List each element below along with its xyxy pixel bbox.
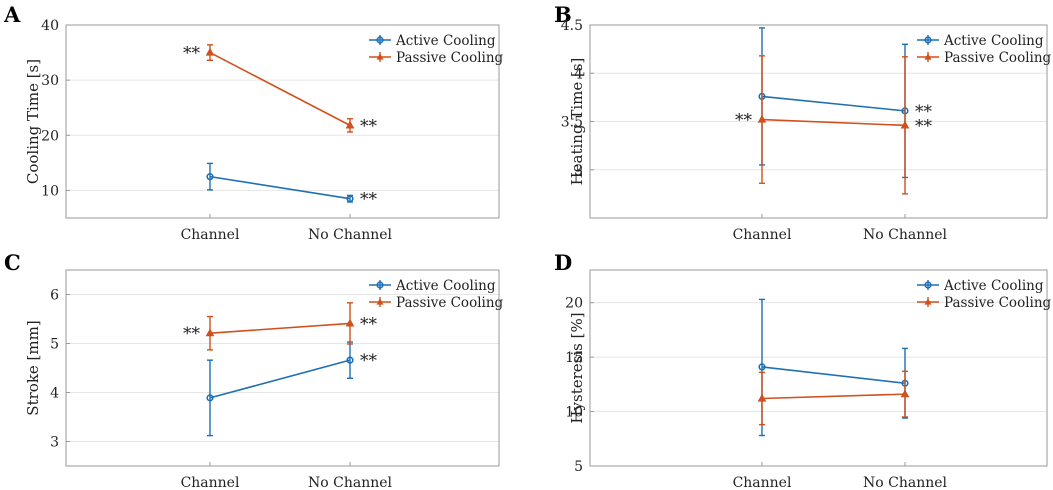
panel-label: A xyxy=(3,2,21,27)
legend-marker xyxy=(924,53,932,60)
y-axis-label: Cooling Time [s] xyxy=(24,59,42,184)
legend-label: Passive Cooling xyxy=(396,295,504,311)
y-tick-label: 30 xyxy=(41,73,59,89)
series-active-cooling: ** xyxy=(758,27,933,179)
x-tick-label: No Channel xyxy=(308,227,393,243)
y-tick-label: 4 xyxy=(50,386,59,402)
x-tick-label: Channel xyxy=(733,227,792,243)
legend-marker xyxy=(376,36,384,44)
legend-marker xyxy=(924,36,932,44)
legend-label: Passive Cooling xyxy=(944,295,1052,311)
x-tick-label: No Channel xyxy=(308,475,393,490)
data-point xyxy=(900,120,910,129)
plot-frame xyxy=(589,24,1048,219)
chart-panel-a: A 10 20 30 40 Channel No Channel Cooling Time [… xyxy=(3,2,504,243)
legend-label: Active Cooling xyxy=(395,278,496,294)
data-point xyxy=(758,363,766,371)
plot-frame xyxy=(65,269,500,467)
data-point xyxy=(346,356,354,364)
legend-label: Active Cooling xyxy=(395,33,496,49)
series-line xyxy=(761,366,906,385)
series-line xyxy=(209,322,351,335)
series-active-cooling xyxy=(758,298,909,437)
significance-label: ** xyxy=(915,102,933,122)
series-line xyxy=(209,175,351,200)
panel-label: C xyxy=(4,250,21,275)
significance-label: ** xyxy=(183,44,201,64)
legend-marker xyxy=(376,298,384,305)
x-tick-label: No Channel xyxy=(863,227,948,243)
plot-frame xyxy=(65,24,500,219)
data-point xyxy=(346,195,354,203)
y-tick-label: 15 xyxy=(565,350,583,366)
data-point xyxy=(757,114,767,123)
plot-frame xyxy=(589,269,1048,467)
series-line xyxy=(209,359,351,399)
x-tick-label: No Channel xyxy=(863,475,948,490)
panel-label: D xyxy=(554,250,572,275)
x-tick-label: Channel xyxy=(181,475,240,490)
significance-label: ** xyxy=(360,351,378,371)
y-tick-label: 20 xyxy=(565,296,583,312)
series-passive-cooling: ** ** xyxy=(183,302,378,351)
y-tick-label: 5 xyxy=(574,459,583,475)
data-point xyxy=(206,394,214,402)
legend-marker xyxy=(376,281,384,289)
data-point xyxy=(205,47,215,56)
legend-marker xyxy=(924,281,932,289)
series-active-cooling: ** xyxy=(206,162,378,210)
series-passive-cooling xyxy=(757,370,910,426)
legend-marker xyxy=(924,298,932,305)
significance-label: ** xyxy=(915,116,933,136)
y-tick-label: 3 xyxy=(50,435,59,451)
significance-label: ** xyxy=(360,314,378,334)
y-axis-label: Heating Time [s] xyxy=(568,58,586,186)
data-point xyxy=(900,389,910,398)
y-tick-label: 40 xyxy=(41,18,59,34)
legend-label: Passive Cooling xyxy=(396,50,504,66)
legend-label: Active Cooling xyxy=(943,278,1044,294)
y-tick-label: 20 xyxy=(41,128,59,144)
significance-label: ** xyxy=(360,190,378,210)
chart-panel-c: C 3 4 5 6 Channel No Channel Stroke [mm] ** ** ** A… xyxy=(4,250,504,490)
chart-panel-d: D 5 10 15 20 Channel No Channel Hysteresis [%] A… xyxy=(554,250,1052,490)
series-line xyxy=(761,95,906,112)
y-tick-label: 10 xyxy=(41,183,59,199)
data-point xyxy=(205,328,215,337)
panel-label: B xyxy=(554,2,572,27)
significance-label: ** xyxy=(183,324,201,344)
series-passive-cooling: **** xyxy=(735,55,933,195)
y-tick-label: 10 xyxy=(565,405,583,421)
data-point xyxy=(345,120,355,129)
y-tick-label: 3.5 xyxy=(561,115,583,131)
legend-label: Passive Cooling xyxy=(944,50,1052,66)
y-tick-label: 5 xyxy=(50,337,59,353)
y-tick-label: 3 xyxy=(574,163,583,179)
y-tick-label: 4 xyxy=(574,66,583,82)
series-active-cooling: ** xyxy=(206,341,378,437)
series-line xyxy=(209,51,351,127)
x-tick-label: Channel xyxy=(181,227,240,243)
series-passive-cooling: ** ** xyxy=(183,44,378,137)
data-point xyxy=(206,173,214,181)
y-axis-label: Stroke [mm] xyxy=(24,320,42,415)
series-line xyxy=(761,118,906,127)
y-tick-label: 6 xyxy=(50,288,59,304)
x-tick-label: Channel xyxy=(733,475,792,490)
legend-label: Active Cooling xyxy=(943,33,1044,49)
data-point xyxy=(345,318,355,327)
y-axis-label: Hysteresis [%] xyxy=(568,312,586,423)
chart-panel-b: B 3 3.5 4 4.5 Channel No Channel Heating Time [… xyxy=(554,2,1052,243)
significance-label: ** xyxy=(360,116,378,136)
y-tick-label: 4.5 xyxy=(561,18,583,34)
series-line xyxy=(761,393,906,400)
legend-marker xyxy=(376,53,384,60)
data-point xyxy=(757,393,767,402)
significance-label: ** xyxy=(735,111,753,131)
